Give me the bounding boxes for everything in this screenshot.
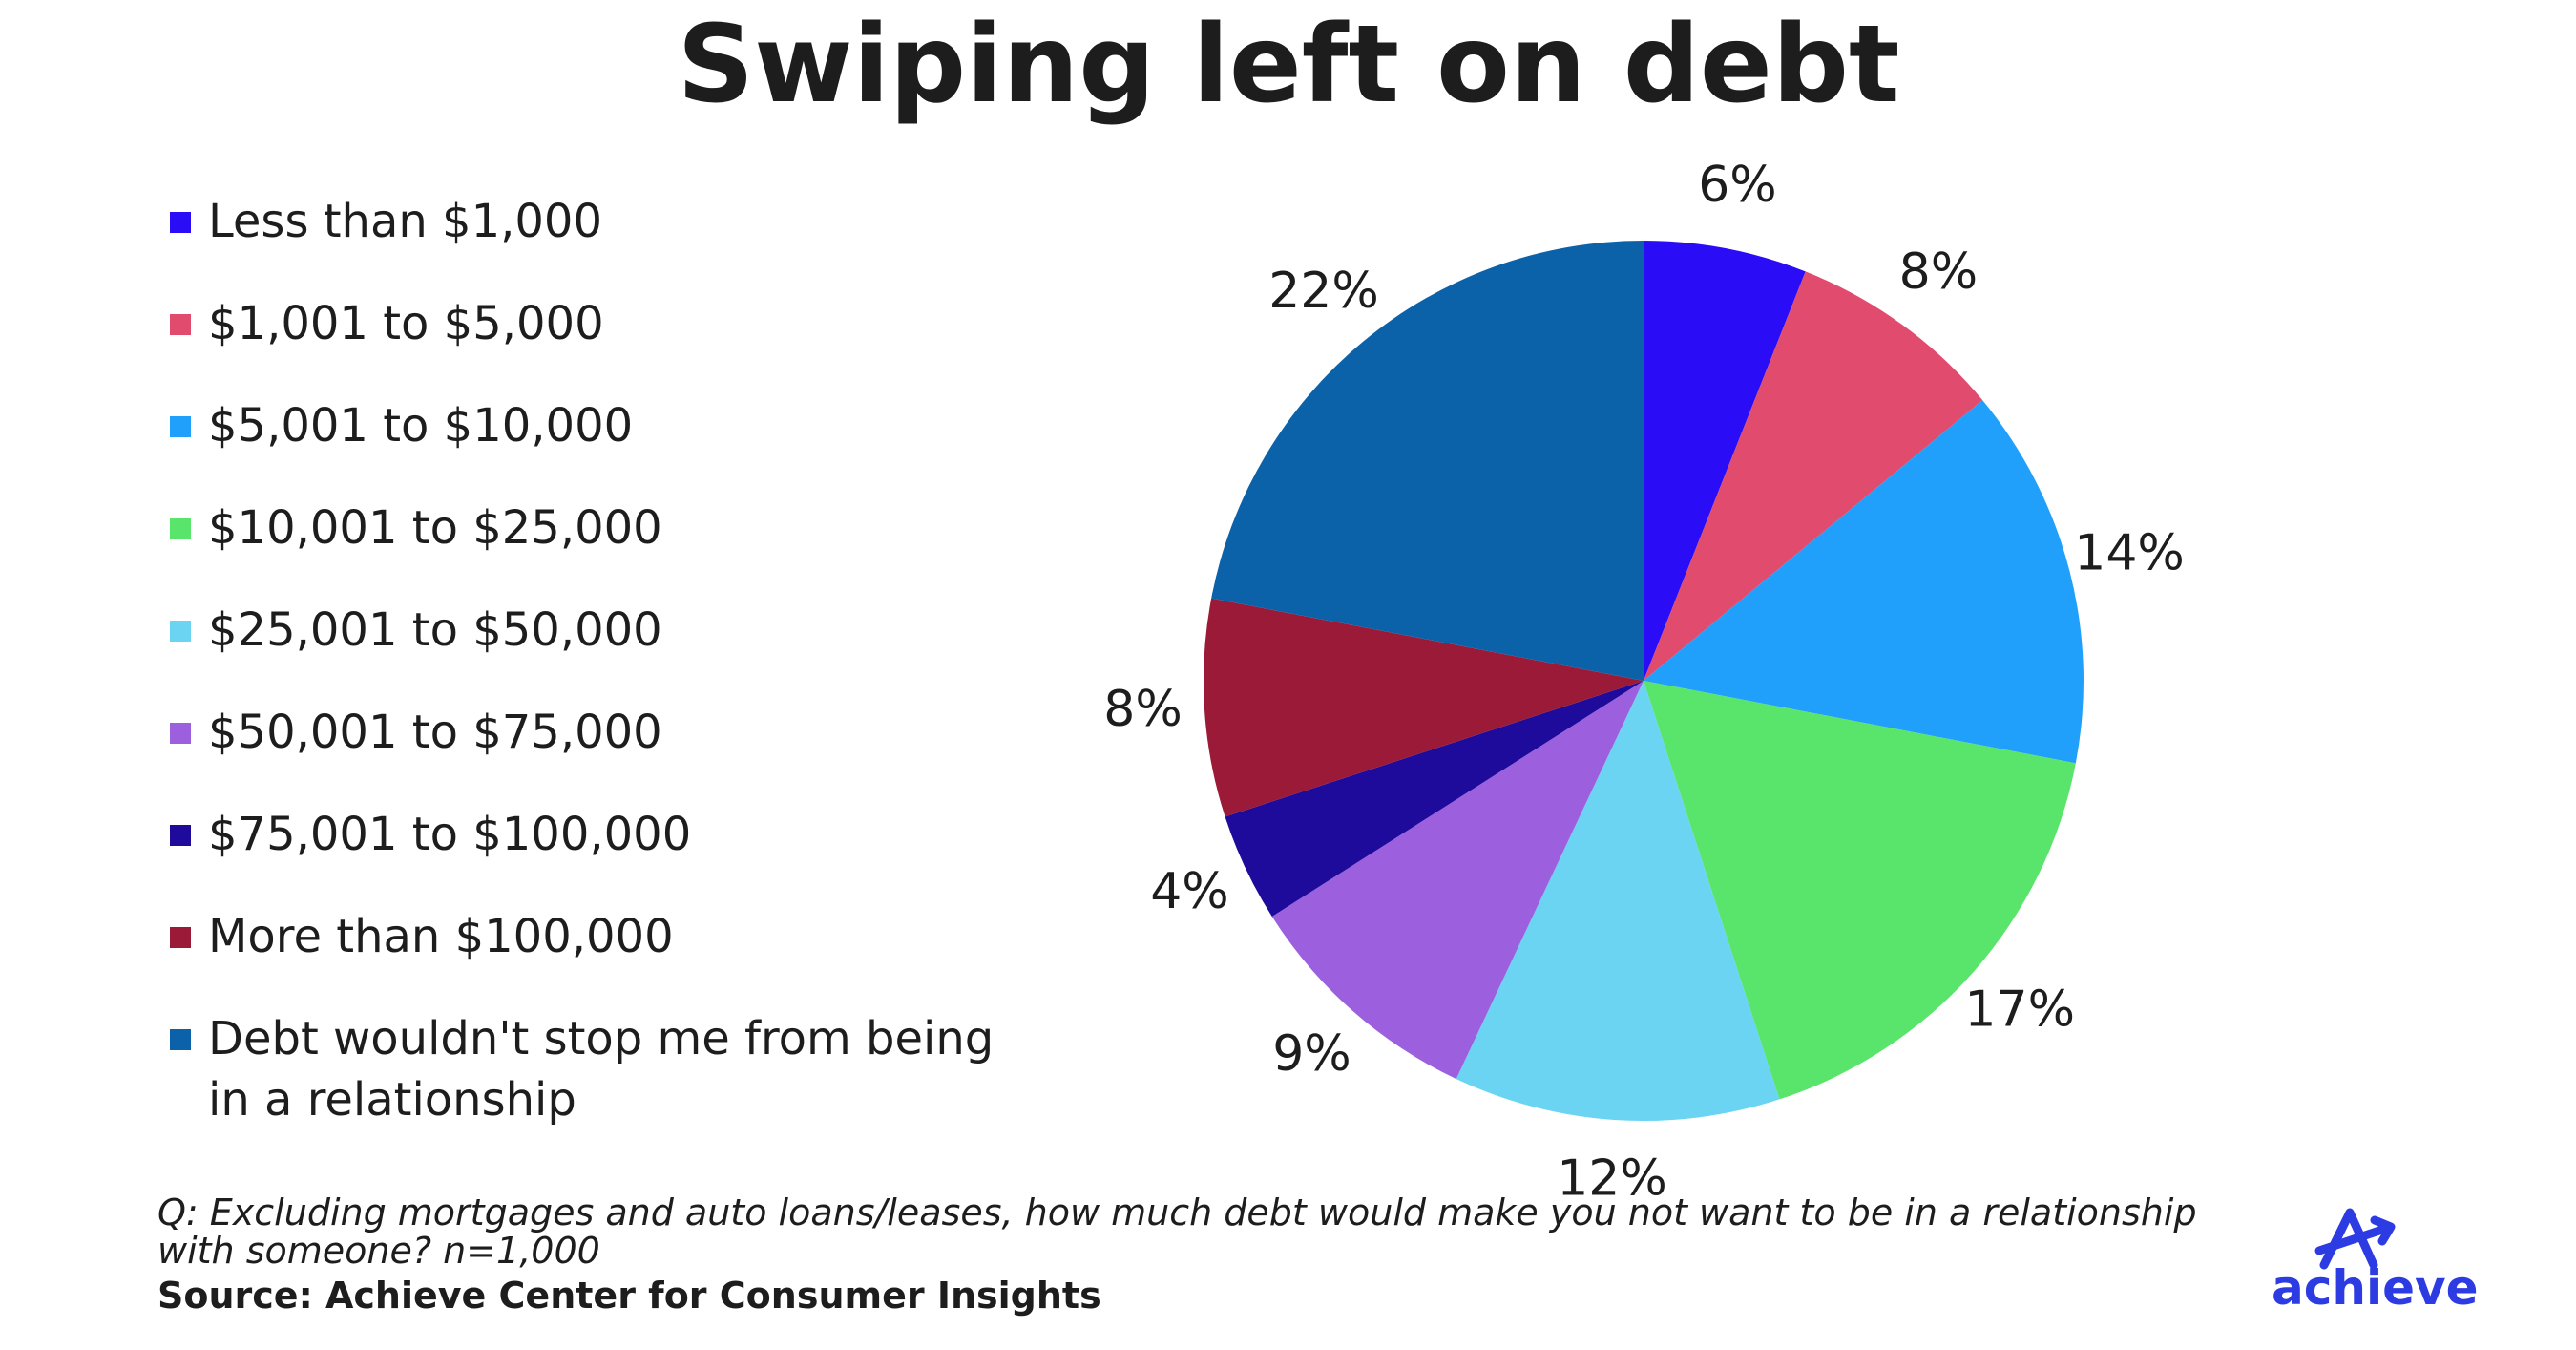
pie-slice [1644,681,2076,1100]
legend-swatch [170,416,191,437]
data-label: 6% [1698,157,1777,214]
legend-label: Debt wouldn't stop me from being in a re… [208,1012,995,1127]
legend-label: $1,001 to $5,000 [208,297,604,350]
data-label: 17% [1964,981,2075,1039]
legend-swatch [170,1029,191,1050]
legend-swatch [170,723,191,744]
data-label: 12% [1557,1150,1667,1208]
logo: achieve [2272,1260,2479,1316]
legend-item: $25,001 to $50,000 [170,600,1048,661]
legend: Less than $1,000 $1,001 to $5,000 $5,001 t… [170,191,1048,1171]
data-label: 14% [2074,524,2185,581]
pie-slice [1203,598,1644,817]
legend-swatch [170,621,191,642]
legend-swatch [170,825,191,846]
data-label: 4% [1150,863,1229,920]
legend-item: Debt wouldn't stop me from being in a re… [170,1008,1048,1130]
data-label: 9% [1272,1025,1351,1083]
pie-slice [1456,681,1780,1121]
legend-item: $10,001 to $25,000 [170,497,1048,559]
legend-label: More than $100,000 [208,910,674,963]
legend-swatch [170,314,191,335]
legend-item: $75,001 to $100,000 [170,804,1048,865]
source: Source: Achieve Center for Consumer Insi… [157,1275,1101,1317]
pie-slice [1225,681,1644,918]
pie-slice [1211,241,1644,681]
footnote: Q: Excluding mortgages and auto loans/le… [157,1192,2197,1272]
data-label: 22% [1268,263,1379,320]
legend-label: $10,001 to $25,000 [208,501,662,555]
legend-item: $1,001 to $5,000 [170,293,1048,354]
pie-slice [1644,241,1806,681]
legend-label: Less than $1,000 [208,195,602,248]
legend-label: $50,001 to $75,000 [208,706,662,759]
logo-icon [2314,1208,2396,1270]
legend-swatch [170,212,191,233]
chart-title: Swiping left on debt [677,3,1899,127]
pie-slice [1644,400,2084,764]
legend-item: $50,001 to $75,000 [170,702,1048,763]
logo-arrow [2314,1215,2396,1255]
pie-slice [1644,271,1983,681]
pie-slice [1271,681,1644,1080]
legend-label: $25,001 to $50,000 [208,603,662,657]
legend-swatch [170,927,191,948]
legend-item: More than $100,000 [170,906,1048,967]
legend-label: $5,001 to $10,000 [208,399,634,453]
legend-item: Less than $1,000 [170,191,1048,252]
data-label: 8% [1899,243,1979,301]
legend-item: $5,001 to $10,000 [170,395,1048,456]
legend-swatch [170,518,191,539]
legend-label: $75,001 to $100,000 [208,808,692,861]
data-label: 8% [1103,681,1183,738]
